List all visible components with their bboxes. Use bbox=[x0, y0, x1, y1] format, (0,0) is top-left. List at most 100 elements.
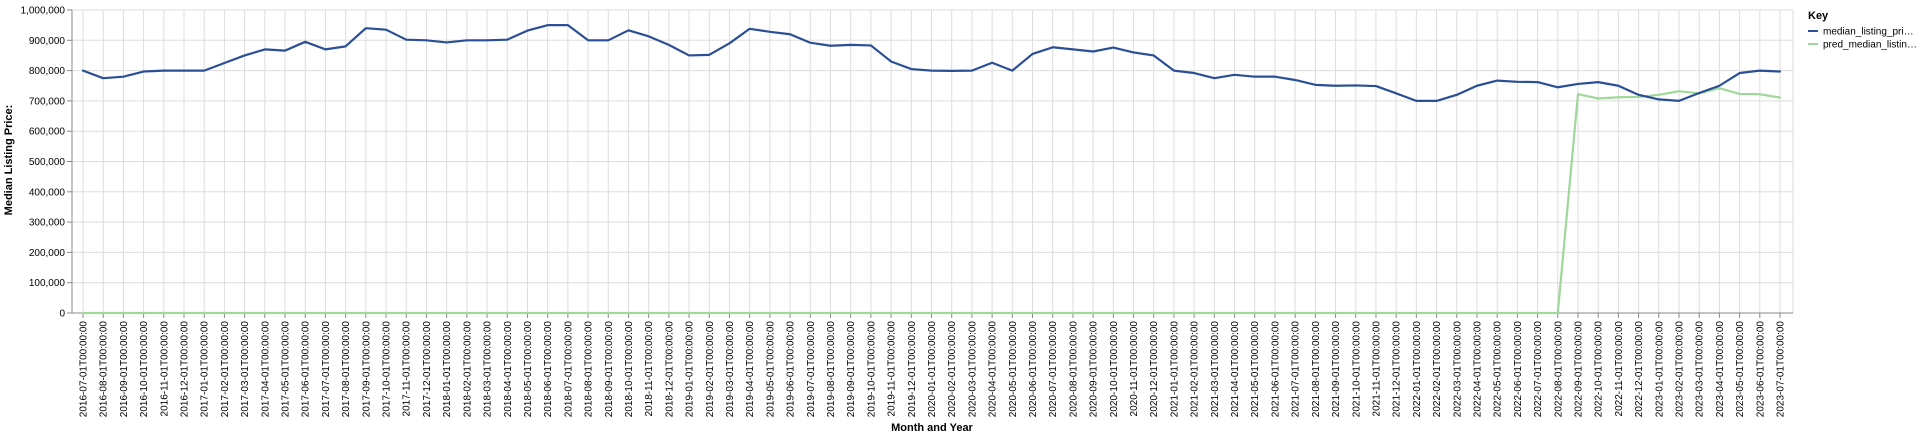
x-tick-label: 2020-06-01T00:00:00 bbox=[1028, 321, 1039, 418]
x-tick-label: 2016-09-01T00:00:00 bbox=[119, 321, 130, 418]
x-tick-label: 2023-01-01T00:00:00 bbox=[1654, 321, 1665, 418]
series-lines bbox=[81, 24, 1782, 315]
y-axis: 0 100,000 200,000 300,000 400,000 500,000 600,… bbox=[21, 6, 72, 320]
y-tick-label: 400,000 bbox=[29, 187, 66, 198]
x-tick-label: 2021-10-01T00:00:00 bbox=[1351, 321, 1362, 418]
x-tick-label: 2019-08-01T00:00:00 bbox=[826, 321, 837, 418]
x-tick-label: 2019-11-01T00:00:00 bbox=[887, 321, 898, 417]
x-tick-label: 2020-07-01T00:00:00 bbox=[1048, 321, 1059, 418]
x-tick-label: 2019-01-01T00:00:00 bbox=[685, 321, 696, 418]
legend: Key median_listing_pri… pred_median_listi… bbox=[1808, 10, 1917, 51]
y-tick-label: 100,000 bbox=[29, 278, 66, 289]
legend-label: median_listing_pri… bbox=[1823, 27, 1914, 38]
x-tick-label: 2020-12-01T00:00:00 bbox=[1149, 321, 1160, 418]
x-tick-label: 2018-08-01T00:00:00 bbox=[584, 321, 595, 418]
x-tick-label: 2017-06-01T00:00:00 bbox=[301, 321, 312, 418]
x-tick-label: 2016-11-01T00:00:00 bbox=[159, 321, 170, 417]
x-tick-label: 2021-07-01T00:00:00 bbox=[1291, 321, 1302, 418]
y-tick-label: 1,000,000 bbox=[21, 6, 66, 17]
x-tick-label: 2019-02-01T00:00:00 bbox=[705, 321, 716, 418]
y-tick-label: 300,000 bbox=[29, 218, 66, 229]
y-tick-label: 0 bbox=[59, 309, 65, 320]
x-tick-label: 2022-08-01T00:00:00 bbox=[1553, 321, 1564, 418]
x-tick-label: 2017-05-01T00:00:00 bbox=[281, 321, 292, 418]
legend-title: Key bbox=[1808, 10, 1829, 22]
x-tick-label: 2017-11-01T00:00:00 bbox=[402, 321, 413, 417]
x-tick-label: 2017-09-01T00:00:00 bbox=[361, 321, 372, 418]
x-tick-label: 2019-09-01T00:00:00 bbox=[846, 321, 857, 418]
x-tick-label: 2020-04-01T00:00:00 bbox=[988, 321, 999, 418]
x-tick-label: 2021-05-01T00:00:00 bbox=[1250, 321, 1261, 418]
x-tick-label: 2022-06-01T00:00:00 bbox=[1513, 321, 1524, 418]
x-tick-label: 2018-02-01T00:00:00 bbox=[462, 321, 473, 418]
x-tick-label: 2018-06-01T00:00:00 bbox=[543, 321, 554, 418]
x-tick-label: 2023-03-01T00:00:00 bbox=[1695, 321, 1706, 418]
x-tick-label: 2017-03-01T00:00:00 bbox=[240, 321, 251, 418]
x-tick-label: 2017-10-01T00:00:00 bbox=[382, 321, 393, 418]
x-tick-label: 2022-11-01T00:00:00 bbox=[1614, 321, 1625, 417]
x-tick-label: 2023-02-01T00:00:00 bbox=[1674, 321, 1685, 418]
x-tick-label: 2021-11-01T00:00:00 bbox=[1371, 321, 1382, 417]
y-tick-label: 200,000 bbox=[29, 248, 66, 259]
x-tick-label: 2017-12-01T00:00:00 bbox=[422, 321, 433, 418]
x-tick-label: 2021-02-01T00:00:00 bbox=[1190, 321, 1201, 418]
x-tick-label: 2022-02-01T00:00:00 bbox=[1432, 321, 1443, 418]
x-tick-label: 2022-12-01T00:00:00 bbox=[1634, 321, 1645, 418]
x-tick-label: 2018-04-01T00:00:00 bbox=[503, 321, 514, 418]
x-tick-label: 2023-04-01T00:00:00 bbox=[1715, 321, 1726, 418]
x-tick-label: 2021-09-01T00:00:00 bbox=[1331, 321, 1342, 418]
x-tick-label: 2020-09-01T00:00:00 bbox=[1089, 321, 1100, 418]
x-tick-label: 2018-05-01T00:00:00 bbox=[523, 321, 534, 418]
x-tick-label: 2017-04-01T00:00:00 bbox=[260, 321, 271, 418]
x-tick-label: 2023-06-01T00:00:00 bbox=[1755, 321, 1766, 418]
x-tick-label: 2022-04-01T00:00:00 bbox=[1472, 321, 1483, 418]
x-tick-label: 2020-01-01T00:00:00 bbox=[927, 321, 938, 418]
x-tick-label: 2020-05-01T00:00:00 bbox=[1008, 321, 1019, 418]
x-tick-label: 2020-10-01T00:00:00 bbox=[1109, 321, 1120, 418]
x-tick-label: 2016-10-01T00:00:00 bbox=[139, 321, 150, 418]
x-tick-label: 2018-12-01T00:00:00 bbox=[664, 321, 675, 418]
x-tick-label: 2022-05-01T00:00:00 bbox=[1493, 321, 1504, 418]
x-tick-label: 2022-01-01T00:00:00 bbox=[1412, 321, 1423, 418]
x-tick-label: 2022-07-01T00:00:00 bbox=[1533, 321, 1544, 418]
x-tick-label: 2023-05-01T00:00:00 bbox=[1735, 321, 1746, 418]
y-tick-label: 600,000 bbox=[29, 127, 66, 138]
x-tick-label: 2021-04-01T00:00:00 bbox=[1230, 321, 1241, 418]
x-tick-label: 2020-02-01T00:00:00 bbox=[947, 321, 958, 418]
x-axis: 2016-07-01T00:00:00 2016-08-01T00:00:00 20… bbox=[79, 313, 1787, 417]
y-tick-label: 500,000 bbox=[29, 157, 66, 168]
x-tick-label: 2018-01-01T00:00:00 bbox=[442, 321, 453, 418]
x-tick-label: 2019-12-01T00:00:00 bbox=[907, 321, 918, 418]
x-axis-title: Month and Year bbox=[891, 422, 973, 434]
x-tick-label: 2019-04-01T00:00:00 bbox=[745, 321, 756, 418]
y-tick-label: 700,000 bbox=[29, 96, 66, 107]
x-tick-label: 2017-08-01T00:00:00 bbox=[341, 321, 352, 418]
x-tick-label: 2021-03-01T00:00:00 bbox=[1210, 321, 1221, 418]
x-tick-label: 2017-02-01T00:00:00 bbox=[220, 321, 231, 418]
x-tick-label: 2019-03-01T00:00:00 bbox=[725, 321, 736, 418]
x-tick-label: 2017-07-01T00:00:00 bbox=[321, 321, 332, 418]
x-tick-label: 2018-03-01T00:00:00 bbox=[483, 321, 494, 418]
x-tick-label: 2017-01-01T00:00:00 bbox=[200, 321, 211, 418]
series-line-median-listing-price bbox=[81, 24, 1782, 102]
gridlines bbox=[72, 9, 1793, 314]
x-tick-label: 2022-03-01T00:00:00 bbox=[1452, 321, 1463, 418]
x-tick-label: 2023-07-01T00:00:00 bbox=[1776, 321, 1787, 418]
x-tick-label: 2020-08-01T00:00:00 bbox=[1068, 321, 1079, 418]
x-tick-label: 2019-06-01T00:00:00 bbox=[786, 321, 797, 418]
x-tick-label: 2021-08-01T00:00:00 bbox=[1311, 321, 1322, 418]
x-tick-label: 2022-09-01T00:00:00 bbox=[1573, 321, 1584, 418]
x-tick-label: 2020-03-01T00:00:00 bbox=[967, 321, 978, 418]
x-tick-label: 2021-06-01T00:00:00 bbox=[1270, 321, 1281, 418]
x-tick-label: 2016-12-01T00:00:00 bbox=[180, 321, 191, 418]
y-axis-title: Median Listing Price: bbox=[3, 105, 15, 216]
x-tick-label: 2018-09-01T00:00:00 bbox=[604, 321, 615, 418]
x-tick-label: 2019-10-01T00:00:00 bbox=[866, 321, 877, 418]
x-tick-label: 2021-12-01T00:00:00 bbox=[1392, 321, 1403, 418]
x-tick-label: 2021-01-01T00:00:00 bbox=[1169, 321, 1180, 418]
x-tick-label: 2022-10-01T00:00:00 bbox=[1594, 321, 1605, 418]
x-tick-label: 2016-07-01T00:00:00 bbox=[79, 321, 90, 418]
x-tick-label: 2019-05-01T00:00:00 bbox=[765, 321, 776, 418]
legend-label: pred_median_listin… bbox=[1823, 40, 1917, 51]
